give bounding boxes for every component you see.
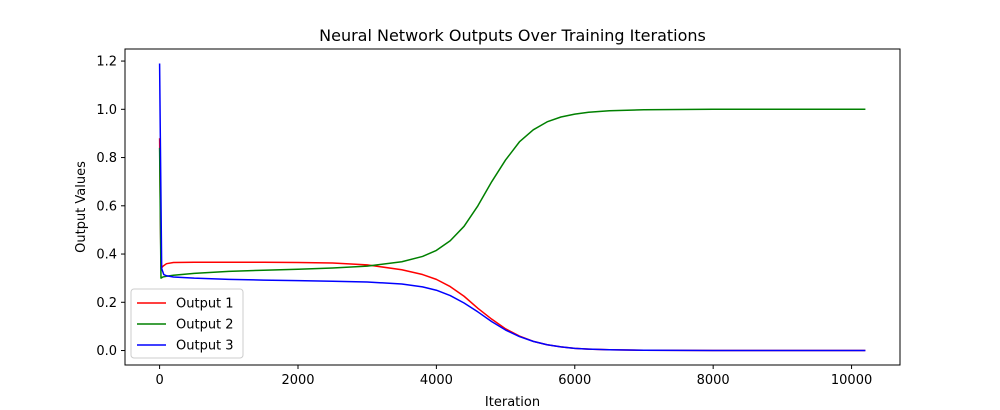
x-tick-label: 4000	[420, 373, 453, 388]
legend-label: Output 1	[176, 297, 234, 312]
plot-area	[158, 63, 866, 352]
legend-label: Output 2	[176, 318, 234, 333]
y-tick-label: 0.0	[96, 344, 117, 359]
x-tick-label: 2000	[281, 373, 314, 388]
y-axis: 0.0 0.2 0.4 0.6 0.8 1.0 1.2	[96, 55, 125, 359]
x-tick-label: 10000	[831, 373, 872, 388]
series-line-output-1	[158, 138, 866, 352]
y-axis-title: Output Values	[74, 161, 89, 253]
x-axis: 0 2000 4000 6000 8000 10000	[155, 365, 872, 388]
y-tick-label: 0.2	[96, 296, 117, 311]
legend-label: Output 3	[176, 339, 234, 354]
legend: Output 1 Output 2 Output 3	[130, 288, 244, 359]
y-tick-label: 0.6	[96, 199, 117, 214]
y-tick-label: 0.8	[96, 151, 117, 166]
x-tick-label: 6000	[558, 373, 591, 388]
chart-title: Neural Network Outputs Over Training Ite…	[319, 26, 706, 45]
plot-frame	[124, 48, 901, 366]
y-tick-label: 1.2	[96, 55, 117, 70]
series-line-output-3	[158, 63, 866, 352]
x-axis-title: Iteration	[485, 395, 540, 410]
x-tick-label: 0	[155, 373, 163, 388]
x-tick-label: 8000	[697, 373, 730, 388]
y-tick-label: 1.0	[96, 103, 117, 118]
y-tick-label: 0.4	[96, 248, 117, 263]
legend-box	[130, 288, 244, 359]
series-line-output-2	[158, 108, 866, 279]
